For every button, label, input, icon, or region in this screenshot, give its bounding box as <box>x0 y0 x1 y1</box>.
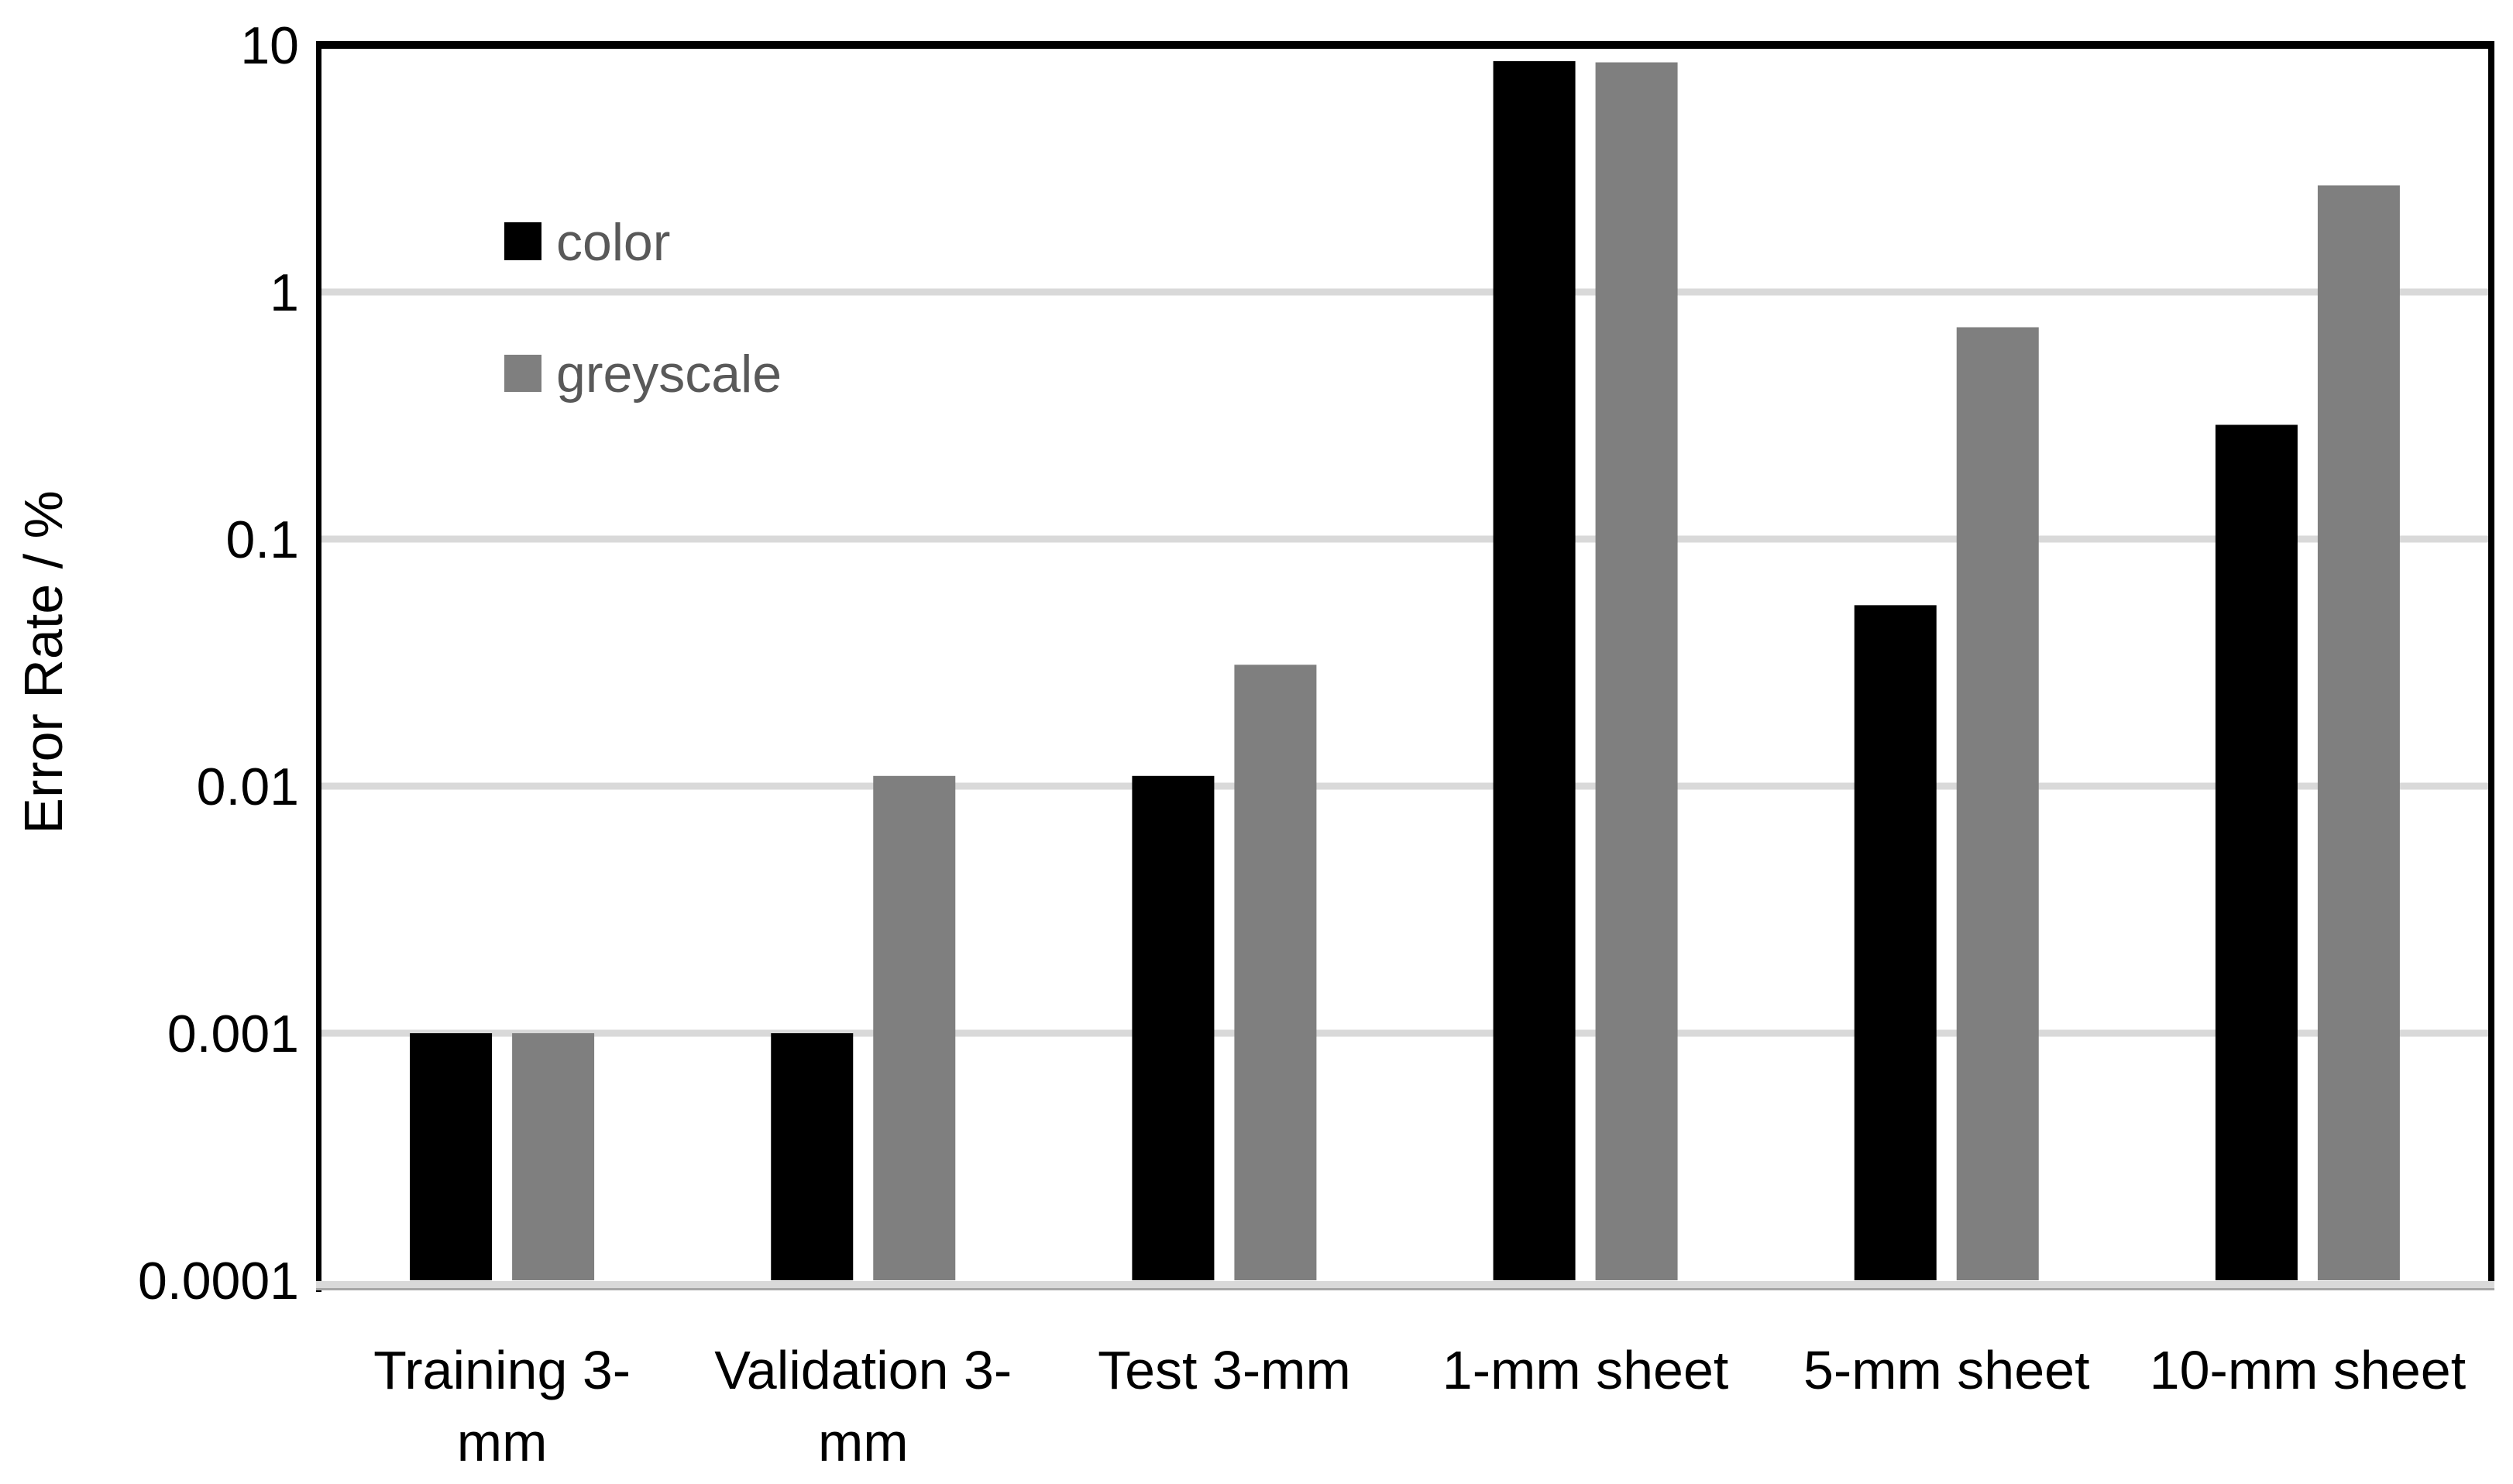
legend-swatch-color <box>504 222 541 260</box>
y-tick-label-0.001: 0.001 <box>167 1005 299 1063</box>
bar-color-5-mm-sheet <box>1854 605 1937 1280</box>
x-category-label-10-mm-sheet: 10-mm sheet <box>2150 1340 2466 1400</box>
bar-color-1-mm-sheet <box>1493 60 1576 1280</box>
y-tick-label-10: 10 <box>240 16 299 75</box>
gridline-0.01 <box>321 782 2488 790</box>
x-category-label-test-3-mm: Test 3-mm <box>1098 1340 1351 1400</box>
gridline-1 <box>321 288 2488 296</box>
plot-border-top <box>316 41 2494 49</box>
y-tick-label-1: 1 <box>270 263 299 322</box>
bar-color-test-3-mm <box>1132 775 1215 1280</box>
x-category-label-validation-3-mm-line2: mm <box>818 1412 909 1472</box>
bar-greyscale-1-mm-sheet <box>1595 62 1678 1280</box>
x-category-label-1-mm-sheet: 1-mm sheet <box>1442 1340 1729 1400</box>
legend-label-color: color <box>556 213 670 272</box>
y-axis-title: Error Rate / % <box>13 490 74 833</box>
bar-greyscale-training-3-mm <box>512 1033 595 1280</box>
x-category-label-validation-3-mm: Validation 3- <box>714 1340 1012 1400</box>
bar-greyscale-5-mm-sheet <box>1956 327 2039 1280</box>
x-category-label-training-3-mm-line2: mm <box>457 1412 548 1472</box>
bar-color-training-3-mm <box>410 1033 493 1280</box>
bar-greyscale-10-mm-sheet <box>2317 185 2400 1280</box>
y-tick-label-0.1: 0.1 <box>225 510 299 569</box>
plot-border-right <box>2488 41 2494 1281</box>
x-axis-line-edge <box>316 1288 2494 1290</box>
bar-color-validation-3-mm <box>771 1033 854 1280</box>
x-category-label-training-3-mm: Training 3- <box>373 1340 631 1400</box>
x-axis-line <box>316 1281 2494 1288</box>
legend-swatch-greyscale <box>504 355 541 392</box>
y-tick-label-0.01: 0.01 <box>197 757 299 816</box>
legend-label-greyscale: greyscale <box>556 345 782 404</box>
gridline-0.001 <box>321 1029 2488 1037</box>
gridline-0.1 <box>321 535 2488 543</box>
y-axis-line <box>316 41 321 1292</box>
bar-greyscale-test-3-mm <box>1234 665 1317 1280</box>
x-category-label-5-mm-sheet: 5-mm sheet <box>1803 1340 2090 1400</box>
y-tick-label-0.0001: 0.0001 <box>138 1252 299 1311</box>
bar-color-10-mm-sheet <box>2215 424 2298 1280</box>
bar-greyscale-validation-3-mm <box>873 775 956 1280</box>
